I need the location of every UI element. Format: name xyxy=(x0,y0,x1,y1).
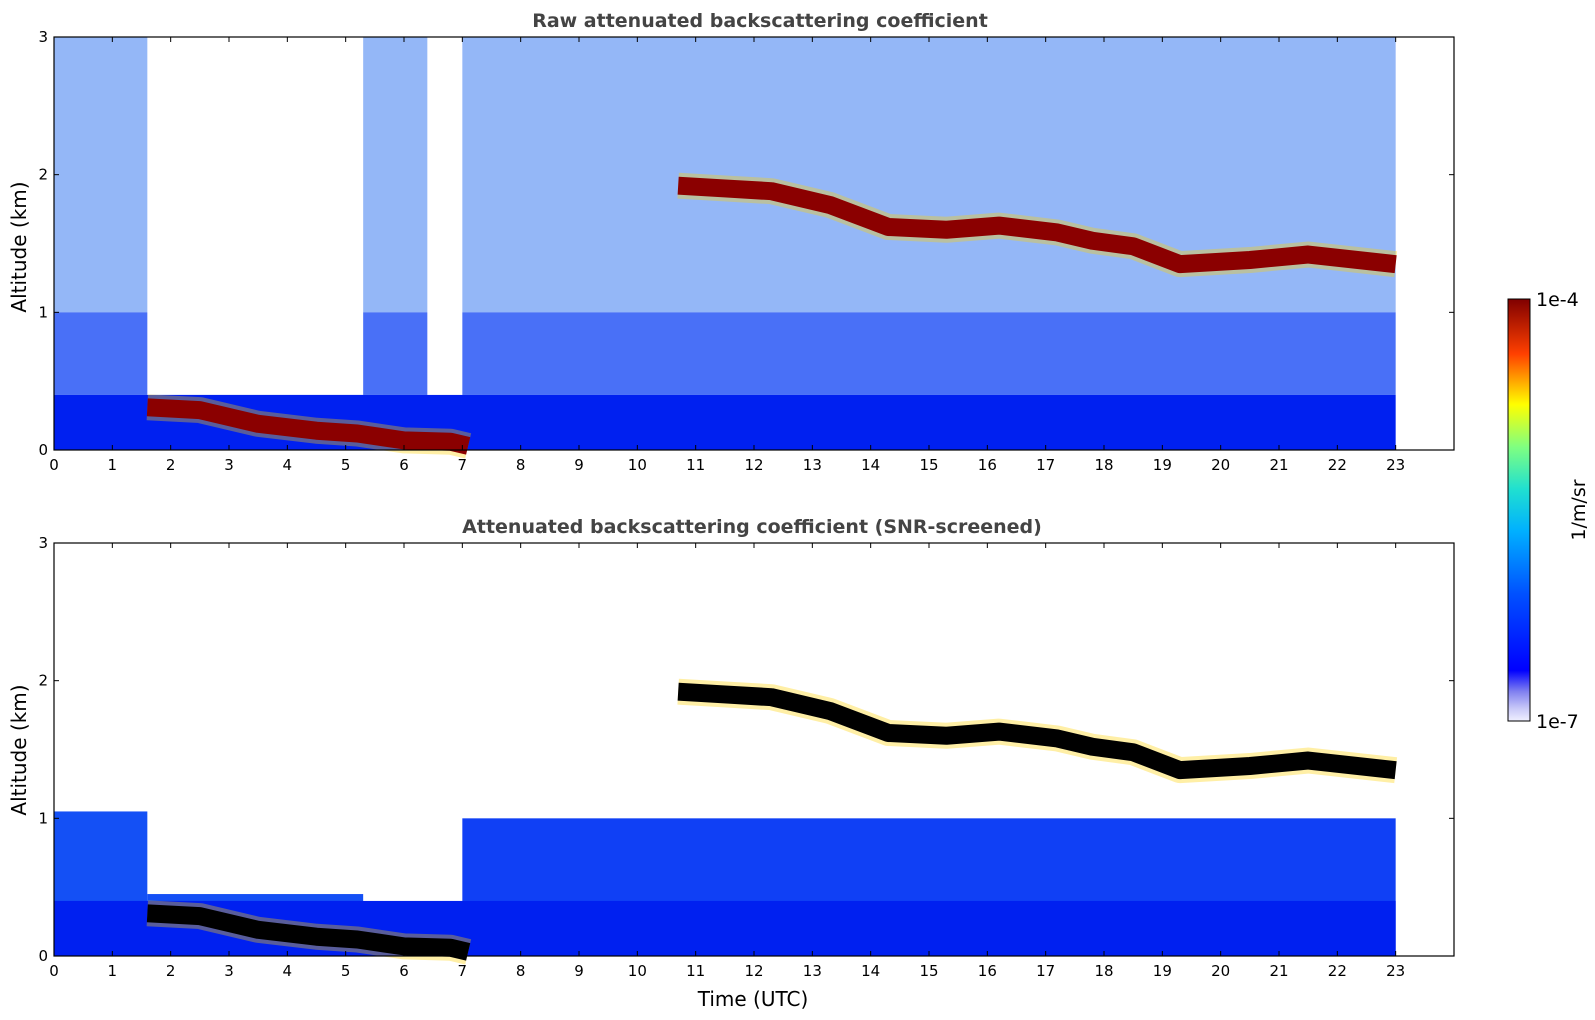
panel2-x-tick-label: 4 xyxy=(283,962,293,980)
panel1-x-tick-label: 4 xyxy=(283,456,293,474)
panel1-x-tick-label: 14 xyxy=(861,456,880,474)
colorbar: 1e-4 1e-7 1/m/sr xyxy=(1507,289,1590,733)
panel2-y-tick-label: 2 xyxy=(38,672,48,690)
panel2-x-tick-label: 22 xyxy=(1328,962,1347,980)
panel2-x-tick-label: 3 xyxy=(224,962,234,980)
panel2-heatmap-data xyxy=(54,678,1398,965)
panel2-x-tick-label: 14 xyxy=(861,962,880,980)
panel2-x-tick-label: 9 xyxy=(574,962,584,980)
panel1-x-tick-label: 10 xyxy=(628,456,647,474)
panel1-x-tick-label: 13 xyxy=(803,456,822,474)
panel1-y-tick-label: 2 xyxy=(38,166,48,184)
panel2-x-tick-label: 18 xyxy=(1094,962,1113,980)
panel1-x-tick-label: 2 xyxy=(166,456,176,474)
panel1-x-tick-label: 18 xyxy=(1094,456,1113,474)
screened-backscatter-panel: Attenuated backscattering coefficient (S… xyxy=(7,516,1455,1011)
panel1-y-tick-label: 1 xyxy=(38,303,48,321)
panel1-y-tick-label: 0 xyxy=(38,441,48,459)
panel1-x-tick-label: 8 xyxy=(516,456,526,474)
panel1-y-tick-label: 3 xyxy=(38,28,48,46)
panel2-x-tick-label: 20 xyxy=(1211,962,1230,980)
panel2-x-tick-label: 7 xyxy=(458,962,468,980)
panel1-x-tick-label: 7 xyxy=(458,456,468,474)
panel1-title: Raw attenuated backscattering coefficien… xyxy=(532,10,988,32)
panel1-x-tick-label: 15 xyxy=(919,456,938,474)
panel1-heatmap-data xyxy=(54,37,1398,459)
panel1-x-tick-label: 11 xyxy=(686,456,705,474)
panel2-x-tick-label: 8 xyxy=(516,962,526,980)
panel1-x-tick-label: 5 xyxy=(341,456,351,474)
panel2-x-tick-label: 10 xyxy=(628,962,647,980)
layer-cloud xyxy=(677,682,1397,780)
panel2-x-tick-label: 15 xyxy=(919,962,938,980)
clear-region xyxy=(427,37,463,409)
panel2-x-tick-label: 21 xyxy=(1269,962,1288,980)
layer-aerosol xyxy=(146,904,471,961)
panel1-x-tick-label: 16 xyxy=(978,456,997,474)
panel1-x-tick-label: 21 xyxy=(1269,456,1288,474)
panel1-x-tick-label: 17 xyxy=(1036,456,1055,474)
panel2-y-tick-label: 1 xyxy=(38,809,48,827)
panel1-x-tick-label: 20 xyxy=(1211,456,1230,474)
panel2-x-tick-label: 1 xyxy=(108,962,118,980)
panel1-x-tick-label: 3 xyxy=(224,456,234,474)
layer-aerosol xyxy=(146,398,471,455)
panel1-x-tick-label: 9 xyxy=(574,456,584,474)
panel1-x-tick-label: 19 xyxy=(1153,456,1172,474)
x-axis-label: Time (UTC) xyxy=(697,987,809,1011)
panel2-y-label: Altitude (km) xyxy=(7,684,31,815)
panel2-x-tick-label: 2 xyxy=(166,962,176,980)
layer-cloud xyxy=(677,176,1397,274)
panel1-x-tick-label: 22 xyxy=(1328,456,1347,474)
panel2-x-tick-label: 23 xyxy=(1386,962,1405,980)
colorbar-unit-label: 1/m/sr xyxy=(1568,479,1590,540)
colorbar-gradient xyxy=(1507,298,1531,722)
panel1-x-axis: 0 1 2 3 4 5 6 7 8 9 10 11 12 13 14 15 16 17 18 19 20 21 22 23 xyxy=(49,37,1405,474)
clear-region xyxy=(147,37,364,395)
panel2-x-tick-label: 11 xyxy=(686,962,705,980)
panel1-x-tick-label: 12 xyxy=(744,456,763,474)
panel2-x-tick-label: 5 xyxy=(341,962,351,980)
panel1-y-axis: 0 1 2 3 xyxy=(38,28,1454,459)
panel2-x-tick-label: 12 xyxy=(744,962,763,980)
panel2-y-axis: 0 1 2 3 xyxy=(38,534,1454,965)
panel2-x-tick-label: 0 xyxy=(49,962,59,980)
panel2-y-tick-label: 3 xyxy=(38,534,48,552)
panel2-title: Attenuated backscattering coefficient (S… xyxy=(462,516,1042,538)
panel2-x-tick-label: 16 xyxy=(978,962,997,980)
panel2-x-tick-label: 17 xyxy=(1036,962,1055,980)
panel1-y-label: Altitude (km) xyxy=(7,181,31,312)
panel1-x-tick-label: 6 xyxy=(399,456,409,474)
colorbar-max-label: 1e-4 xyxy=(1536,289,1579,311)
panel2-x-tick-label: 19 xyxy=(1153,962,1172,980)
panel2-y-tick-label: 0 xyxy=(38,947,48,965)
raw-backscatter-panel: Raw attenuated backscattering coefficien… xyxy=(7,10,1455,474)
panel2-x-tick-label: 13 xyxy=(803,962,822,980)
panel1-x-tick-label: 23 xyxy=(1386,456,1405,474)
panel2-x-tick-label: 6 xyxy=(399,962,409,980)
panel2-x-axis: 0 1 2 3 4 5 6 7 8 9 10 11 12 13 14 15 16 17 18 19 20 21 22 23 xyxy=(49,543,1405,980)
panel1-x-tick-label: 1 xyxy=(108,456,118,474)
colorbar-min-label: 1e-7 xyxy=(1536,711,1579,733)
panel1-x-tick-label: 0 xyxy=(49,456,59,474)
